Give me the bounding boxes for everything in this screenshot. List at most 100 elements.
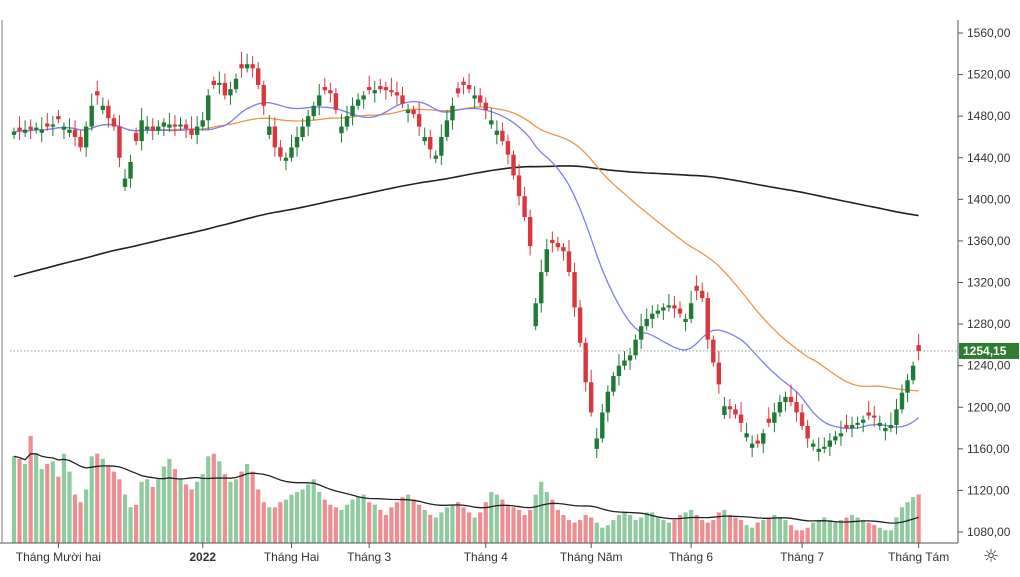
volume-bar (67, 471, 72, 543)
candle-body (544, 249, 549, 273)
candle-body (877, 422, 882, 426)
candle-body (722, 406, 727, 415)
candle-body (783, 396, 788, 403)
volume-bar (139, 481, 144, 543)
candle-body (17, 127, 22, 131)
volume-bar (172, 469, 178, 543)
volume-bar (905, 502, 910, 543)
candle-body (827, 440, 833, 447)
candle-body (383, 87, 389, 91)
candle-body (700, 290, 705, 299)
volume-bar (772, 514, 777, 543)
candle-body (788, 396, 794, 403)
volume-bar (816, 520, 821, 543)
volume-bar (361, 494, 366, 543)
volume-bars (11, 435, 921, 543)
candle-body (716, 362, 722, 385)
volume-bar (328, 504, 333, 543)
volume-bar (544, 492, 549, 543)
volume-bar (505, 504, 511, 543)
candle-body (555, 242, 561, 248)
volume-bar (261, 502, 266, 543)
candle-body (638, 326, 644, 340)
candle-body (167, 124, 172, 128)
candle-body (72, 129, 78, 137)
candle-body (622, 360, 627, 366)
volume-bar (661, 520, 666, 543)
candle-body (766, 418, 771, 423)
volume-bar (738, 520, 744, 543)
volume-bar (467, 512, 472, 543)
volume-bar (672, 520, 677, 543)
ma-20-line (13, 100, 920, 430)
volume-bar (450, 504, 455, 543)
y-tick-label: 1200,00 (967, 400, 1011, 414)
volume-bar (911, 497, 916, 543)
candle-body (583, 342, 588, 383)
candle-body (28, 126, 33, 130)
candle-body (111, 118, 117, 127)
volume-bar (899, 507, 905, 543)
volume-bar (611, 520, 616, 543)
volume-bar (616, 514, 622, 543)
volume-bar (500, 499, 505, 543)
candle-body (267, 126, 272, 135)
candle-body (433, 155, 438, 159)
volume-bar (689, 509, 694, 543)
volume-bar (294, 492, 300, 543)
y-tick-label: 1320,00 (967, 276, 1011, 290)
candle-body (744, 433, 749, 438)
gear-icon[interactable]: ☼ (982, 546, 1000, 567)
volume-bar (783, 520, 788, 543)
x-tick-label: Tháng Tám (888, 550, 949, 564)
candle-body (367, 87, 372, 91)
candle-body (311, 105, 316, 117)
volume-bar (722, 509, 727, 543)
volume-bar (394, 502, 400, 543)
candle-body (527, 217, 533, 247)
candle-body (577, 307, 583, 343)
candle-body (389, 90, 394, 93)
candle-body (838, 433, 844, 437)
volume-bar (28, 435, 33, 543)
volume-bar (439, 512, 444, 543)
candle-body (461, 81, 466, 85)
volume-bar (555, 509, 560, 543)
volume-bar (206, 456, 211, 543)
volume-bar (566, 520, 572, 543)
y-tick-label: 1560,00 (967, 26, 1011, 40)
volume-bar (788, 525, 794, 543)
volume-bar (472, 517, 477, 543)
volume-bar (650, 512, 655, 543)
volume-bar (483, 502, 488, 543)
candle-body (483, 102, 488, 110)
candle-body (905, 380, 910, 393)
volume-ma-line (13, 453, 919, 524)
candle-body (378, 86, 383, 90)
volume-bar (727, 514, 733, 543)
candle-body (888, 424, 894, 429)
y-tick-label: 1160,00 (967, 442, 1010, 456)
candle-body (844, 424, 849, 429)
candle-body (106, 105, 111, 119)
volume-bar (894, 517, 899, 543)
candle-body (516, 175, 522, 197)
volume-bar (827, 520, 832, 543)
volume-bar (539, 481, 544, 543)
last-price-label: 1254,15 (963, 344, 1007, 358)
ma-200-line (13, 165, 919, 278)
candle-body (283, 157, 289, 161)
x-tick-label: Tháng 4 (464, 550, 508, 564)
volume-bar (289, 494, 294, 543)
volume-bar (322, 499, 327, 543)
candle-body (539, 272, 544, 304)
candle-body (811, 443, 816, 447)
volume-bar (578, 520, 583, 543)
candle-body (372, 90, 377, 94)
candle-body (206, 95, 211, 121)
volume-bar (367, 502, 372, 543)
volume-bar (489, 492, 494, 543)
candle-body (894, 409, 899, 425)
volume-bar (256, 489, 261, 543)
